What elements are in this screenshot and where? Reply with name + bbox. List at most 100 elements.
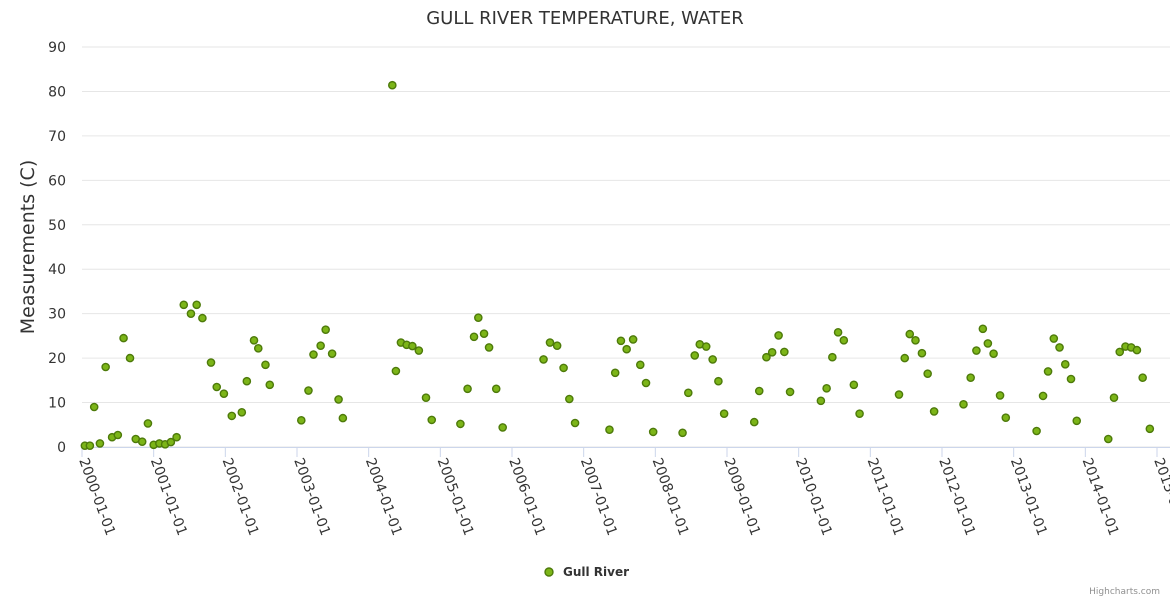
data-point[interactable] <box>427 415 437 425</box>
data-point[interactable] <box>1145 424 1155 434</box>
data-point[interactable] <box>101 362 110 372</box>
data-point[interactable] <box>463 384 472 394</box>
data-point[interactable] <box>474 313 483 322</box>
data-point[interactable] <box>894 390 904 399</box>
data-point[interactable] <box>237 408 247 417</box>
data-point[interactable] <box>1032 426 1041 436</box>
data-point[interactable] <box>565 394 574 404</box>
data-point[interactable] <box>1049 334 1059 343</box>
data-point[interactable] <box>388 80 397 90</box>
credits-link[interactable]: Highcharts.com <box>1089 587 1160 597</box>
data-point[interactable] <box>253 344 263 353</box>
data-point[interactable] <box>911 336 920 345</box>
data-point[interactable] <box>491 384 501 394</box>
data-point[interactable] <box>822 384 831 393</box>
data-point[interactable] <box>1072 416 1082 426</box>
data-point[interactable] <box>391 366 401 376</box>
data-point[interactable] <box>616 336 626 346</box>
data-point[interactable] <box>479 329 489 338</box>
data-point[interactable] <box>966 373 975 382</box>
data-point[interactable] <box>172 432 181 442</box>
data-point[interactable] <box>192 300 201 310</box>
data-point[interactable] <box>905 329 915 339</box>
data-point[interactable] <box>570 418 580 428</box>
data-point[interactable] <box>559 363 568 373</box>
data-point[interactable] <box>1109 393 1119 402</box>
data-point[interactable] <box>316 341 325 350</box>
data-point[interactable] <box>855 409 864 418</box>
data-point[interactable] <box>785 387 795 397</box>
data-point[interactable] <box>421 393 431 402</box>
data-point[interactable] <box>334 395 343 404</box>
data-point[interactable] <box>143 419 153 428</box>
data-point[interactable] <box>628 335 638 344</box>
data-point[interactable] <box>917 348 927 358</box>
data-point[interactable] <box>309 350 318 359</box>
data-point[interactable] <box>242 376 252 386</box>
data-point[interactable] <box>212 382 222 392</box>
data-point[interactable] <box>833 328 843 337</box>
data-point[interactable] <box>972 346 981 355</box>
data-point[interactable] <box>545 338 555 347</box>
data-point[interactable] <box>1103 434 1113 444</box>
data-point[interactable] <box>469 332 479 342</box>
data-point[interactable] <box>249 336 259 345</box>
data-point[interactable] <box>1060 360 1070 369</box>
data-point[interactable] <box>321 325 330 334</box>
data-point[interactable] <box>780 347 789 357</box>
data-point[interactable] <box>179 300 189 310</box>
data-point[interactable] <box>690 351 700 360</box>
data-point[interactable] <box>816 396 826 406</box>
data-point[interactable] <box>959 400 968 409</box>
data-point[interactable] <box>166 437 176 447</box>
data-point[interactable] <box>900 353 910 363</box>
data-point[interactable] <box>206 358 216 367</box>
data-point[interactable] <box>137 437 147 446</box>
data-point[interactable] <box>767 348 777 357</box>
data-point[interactable] <box>622 344 631 354</box>
data-point[interactable] <box>678 428 687 438</box>
data-point[interactable] <box>261 360 270 370</box>
data-point[interactable] <box>1132 345 1142 355</box>
data-point[interactable] <box>641 378 651 388</box>
data-point[interactable] <box>605 425 614 434</box>
data-point[interactable] <box>338 413 348 423</box>
legend[interactable]: Gull River <box>544 565 629 579</box>
data-point[interactable] <box>849 380 859 390</box>
data-point[interactable] <box>1055 343 1064 352</box>
data-point[interactable] <box>327 349 337 358</box>
data-point[interactable] <box>186 309 196 318</box>
data-point[interactable] <box>1138 373 1147 382</box>
data-point[interactable] <box>762 352 771 362</box>
data-point[interactable] <box>304 386 313 395</box>
data-point[interactable] <box>498 423 507 432</box>
data-point[interactable] <box>923 369 932 378</box>
data-point[interactable] <box>552 341 562 350</box>
data-point[interactable] <box>1001 413 1011 422</box>
data-point[interactable] <box>219 389 229 398</box>
data-point[interactable] <box>989 349 998 358</box>
data-point[interactable] <box>719 409 729 418</box>
data-point[interactable] <box>929 407 939 416</box>
data-point[interactable] <box>119 333 128 343</box>
data-point[interactable] <box>484 343 494 352</box>
data-point[interactable] <box>1115 347 1125 357</box>
data-point[interactable] <box>995 391 1005 400</box>
data-point[interactable] <box>408 341 417 351</box>
data-point[interactable] <box>1038 391 1048 401</box>
data-point[interactable] <box>701 342 711 351</box>
data-point[interactable] <box>227 411 237 421</box>
data-point[interactable] <box>635 360 645 370</box>
data-point[interactable] <box>456 419 465 429</box>
data-point[interactable] <box>749 417 759 427</box>
data-point[interactable] <box>414 346 424 355</box>
data-point[interactable] <box>1043 367 1053 376</box>
data-point[interactable] <box>648 427 658 437</box>
data-point[interactable] <box>714 376 723 386</box>
data-point[interactable] <box>978 324 988 334</box>
data-point[interactable] <box>296 416 306 425</box>
data-point[interactable] <box>708 355 717 364</box>
legend-label[interactable]: Gull River <box>563 565 629 579</box>
data-point[interactable] <box>828 352 837 362</box>
data-point[interactable] <box>125 353 135 363</box>
